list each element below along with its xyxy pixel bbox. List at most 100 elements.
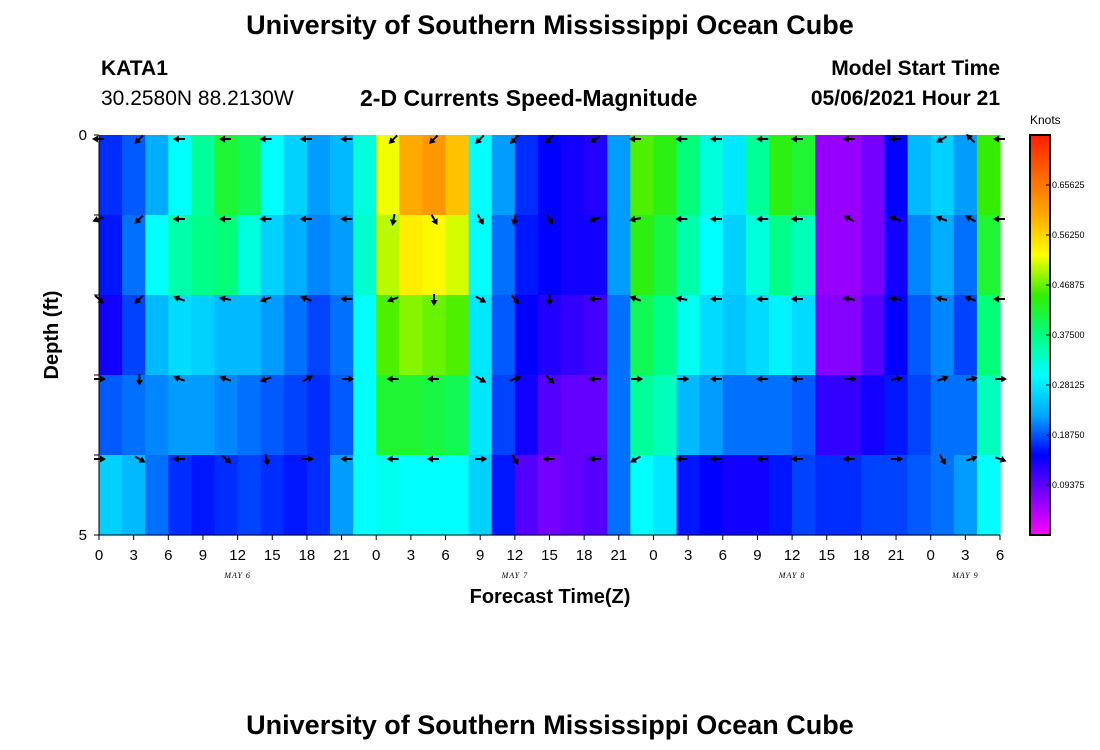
arrow-head [511, 219, 519, 226]
current-arrow [842, 135, 855, 143]
heatmap-cell [237, 215, 262, 296]
current-arrow [965, 215, 976, 223]
x-tick-label: 21 [333, 547, 350, 564]
arrow-head [966, 134, 973, 141]
heatmap-cell [99, 215, 123, 296]
current-arrow [935, 215, 948, 222]
heatmap-cell [584, 215, 608, 296]
heatmap-cell [376, 135, 400, 216]
arrow-head [219, 215, 226, 223]
heatmap-cell [468, 295, 493, 376]
current-arrow [259, 376, 272, 383]
heatmap-cell [838, 295, 862, 376]
current-arrow [172, 135, 185, 143]
arrow-head [263, 459, 271, 466]
heatmap-cell [168, 375, 193, 456]
heatmap-cell [699, 455, 724, 536]
arrow-head [588, 375, 595, 383]
x-axis-label: Forecast Time(Z) [470, 586, 631, 608]
heatmap-cell [838, 455, 862, 536]
arrow-head [259, 135, 266, 143]
arrow-head [889, 215, 897, 222]
heatmap-cell [283, 295, 308, 376]
heatmap-cell [145, 375, 169, 456]
heatmap-cell [953, 135, 978, 216]
arrow-head [340, 295, 347, 303]
current-arrow [134, 214, 144, 224]
heatmap-cell [584, 375, 608, 456]
heatmap-cell [976, 295, 1001, 376]
heatmap-cell [353, 375, 377, 456]
arrow-head [710, 375, 716, 383]
heatmap-cell [214, 135, 239, 216]
model-start-label: Model Start Time [831, 57, 1000, 80]
station-coords: 30.2580N 88.2130W [101, 87, 294, 110]
current-arrow [475, 134, 485, 144]
heatmap-cell [561, 295, 585, 376]
current-arrow [172, 215, 185, 223]
heatmap-cell [815, 375, 839, 456]
heatmap-cell [745, 455, 770, 536]
heatmap-cell [122, 215, 146, 296]
current-arrow [427, 375, 439, 383]
arrow-head [935, 295, 942, 303]
day-label: MAY 7 [501, 571, 529, 580]
arrow-head [993, 215, 999, 223]
arrow-head [224, 456, 232, 464]
heatmap-cell [376, 375, 400, 456]
current-arrow [675, 215, 688, 223]
heatmap-cell [907, 375, 932, 456]
arrow-head [429, 137, 436, 144]
x-tick-label: 6 [164, 547, 172, 564]
heatmap-cell [838, 375, 862, 456]
heatmap-cell [145, 295, 169, 376]
heatmap-cell [768, 135, 793, 216]
x-tick-label: 15 [541, 547, 558, 564]
heatmap-cell [237, 455, 262, 536]
arrow-head [386, 455, 393, 463]
heatmap-cell [907, 295, 932, 376]
arrow-head [964, 295, 972, 302]
arrow-head [172, 215, 179, 223]
heatmap-cell [745, 135, 770, 216]
page-title-bottom: University of Southern Mississippi Ocean… [246, 710, 854, 740]
x-tick-label: 18 [853, 547, 870, 564]
heatmap-cell [445, 295, 470, 376]
heatmap-cell [191, 215, 216, 296]
arrow-head [259, 376, 267, 383]
current-arrow [756, 375, 769, 383]
current-arrow [842, 455, 855, 463]
arrow-head [790, 295, 797, 303]
arrow-head [710, 215, 716, 223]
arrow-head [842, 455, 849, 463]
heatmap-cell [953, 455, 978, 536]
current-arrow [790, 455, 803, 463]
arrow-head [100, 375, 106, 383]
heatmap-cell [861, 375, 886, 456]
arrow-head [389, 219, 397, 226]
current-arrow [511, 213, 519, 226]
heatmap-cell [630, 375, 655, 456]
current-arrow [386, 375, 399, 383]
heatmap-cell [699, 295, 724, 376]
current-arrow [889, 295, 902, 303]
heatmap-cell [792, 455, 816, 536]
arrow-head [1001, 375, 1007, 383]
current-arrow [629, 215, 642, 223]
current-arrow [545, 374, 555, 384]
current-arrow [936, 135, 948, 143]
day-label: MAY 8 [778, 571, 806, 580]
heatmap-cell [422, 455, 447, 536]
heatmap-cell [584, 455, 608, 536]
heatmap-cell [376, 215, 400, 296]
heatmap-cell [214, 375, 239, 456]
heatmap-cell [514, 135, 539, 216]
arrow-head [790, 135, 797, 143]
arrow-head [965, 215, 972, 222]
x-tick-label: 9 [753, 547, 761, 564]
x-tick-label: 6 [441, 547, 449, 564]
current-arrow [219, 375, 232, 382]
heatmap-cell [445, 455, 470, 536]
arrow-head [135, 380, 143, 386]
heatmap-cell [930, 135, 955, 216]
